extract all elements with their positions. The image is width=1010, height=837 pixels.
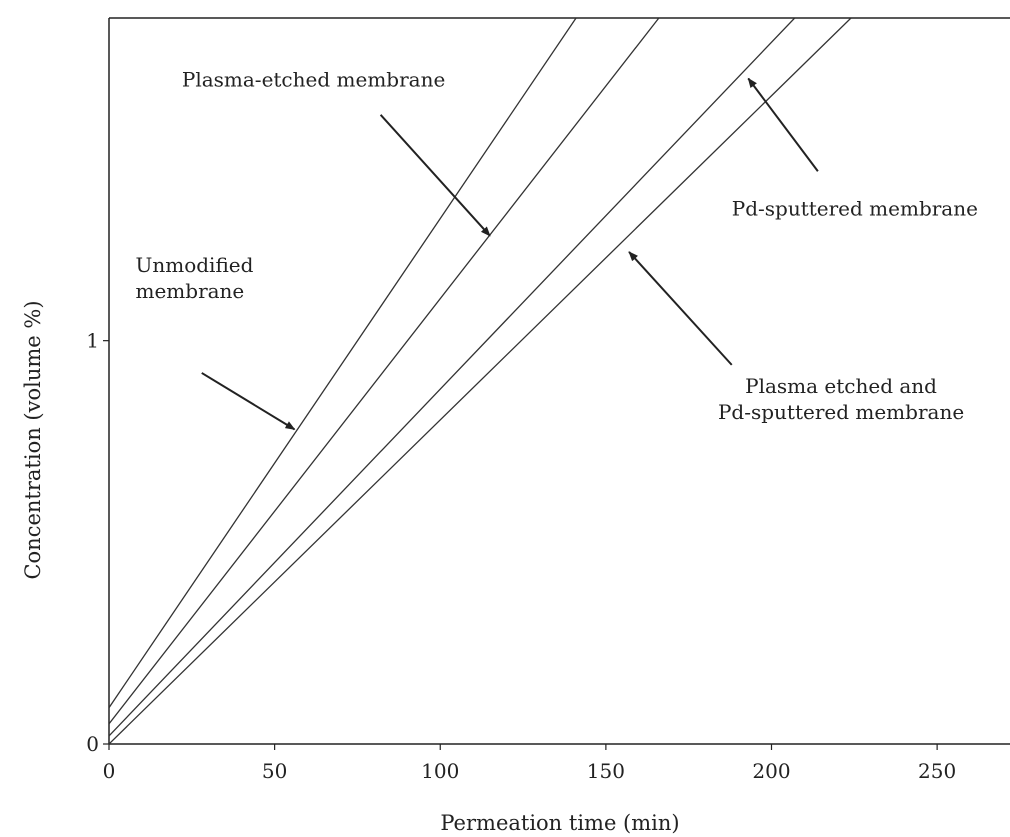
y-tick-label: 1 — [86, 329, 99, 353]
x-tick-label: 150 — [587, 759, 625, 783]
annotation-arrow — [379, 114, 491, 237]
annotation-label: Plasma etched and Pd-sputtered membrane — [718, 374, 964, 424]
x-axis-label: Permeation time (min) — [440, 811, 679, 835]
x-tick-label: 0 — [103, 759, 116, 783]
y-axis-ticks: 01 — [86, 329, 109, 756]
annotation-label: Pd-sputtered membrane — [732, 197, 978, 221]
annotation-4: Plasma etched and Pd-sputtered membrane — [628, 251, 964, 424]
annotation-1: Unmodified membrane — [136, 253, 296, 431]
x-tick-label: 100 — [421, 759, 459, 783]
annotation-line: membrane — [136, 279, 245, 303]
annotations: Unmodified membrane Plasma-etched membrane… — [136, 68, 978, 431]
annotation-2: Plasma-etched membrane — [182, 68, 491, 237]
annotation-line: Unmodified — [136, 253, 254, 277]
annotation-label: Unmodified membrane — [136, 253, 254, 303]
annotation-3: Pd-sputtered membrane — [732, 77, 978, 221]
series-line-4 — [109, 18, 852, 744]
annotation-arrow — [201, 372, 296, 431]
x-axis-ticks: 0 50 100 150 200 250 — [103, 744, 956, 783]
series-line-1 — [109, 18, 577, 709]
x-tick-label: 250 — [918, 759, 956, 783]
annotation-line: Pd-sputtered membrane — [732, 197, 978, 221]
annotation-line: Pd-sputtered membrane — [718, 400, 964, 424]
series-line-2 — [109, 18, 660, 725]
annotation-line: Plasma etched and — [745, 374, 937, 398]
series-group — [109, 18, 852, 744]
x-tick-label: 50 — [262, 759, 287, 783]
annotation-arrow — [747, 77, 819, 172]
plot-frame — [108, 17, 1010, 745]
y-tick-label: 0 — [86, 732, 99, 756]
annotation-arrow — [628, 251, 733, 366]
y-axis-label: Concentration (volume %) — [21, 300, 45, 579]
annotation-line: Plasma-etched membrane — [182, 68, 445, 92]
series-line-3 — [109, 18, 796, 737]
annotation-label: Plasma-etched membrane — [182, 68, 445, 92]
x-tick-label: 200 — [752, 759, 790, 783]
